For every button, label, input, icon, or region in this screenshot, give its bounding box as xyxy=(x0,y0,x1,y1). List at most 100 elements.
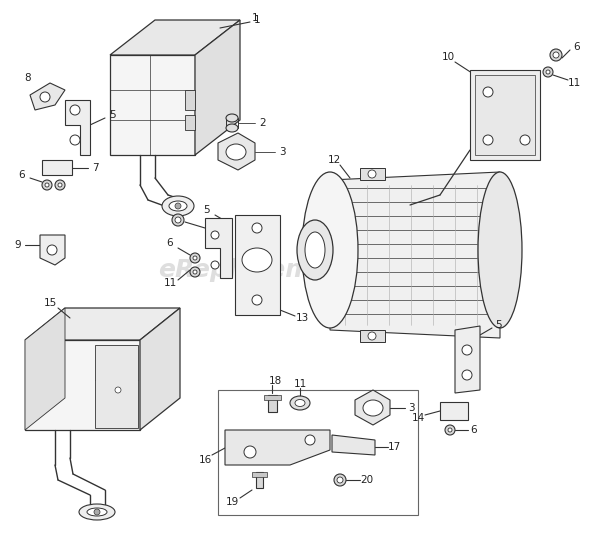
Text: 16: 16 xyxy=(198,455,212,465)
Polygon shape xyxy=(470,70,540,160)
Text: 20: 20 xyxy=(360,475,373,485)
Text: 8: 8 xyxy=(25,73,31,83)
Text: 14: 14 xyxy=(411,413,425,423)
Text: 5: 5 xyxy=(204,205,210,215)
Polygon shape xyxy=(30,83,65,110)
Circle shape xyxy=(553,52,559,58)
Text: 5: 5 xyxy=(109,110,115,120)
Circle shape xyxy=(70,105,80,115)
Text: 1: 1 xyxy=(252,13,258,23)
Text: 5: 5 xyxy=(494,320,501,330)
Circle shape xyxy=(252,223,262,233)
Ellipse shape xyxy=(226,124,238,132)
Polygon shape xyxy=(360,330,385,342)
Ellipse shape xyxy=(79,504,115,520)
Ellipse shape xyxy=(302,172,358,328)
Circle shape xyxy=(462,370,472,380)
Circle shape xyxy=(115,387,121,393)
Text: 6: 6 xyxy=(19,170,25,180)
Polygon shape xyxy=(185,115,195,130)
Text: 10: 10 xyxy=(441,52,454,62)
Bar xyxy=(218,390,418,515)
Text: 13: 13 xyxy=(296,313,309,323)
Ellipse shape xyxy=(226,114,238,122)
Circle shape xyxy=(543,67,553,77)
Polygon shape xyxy=(332,435,375,455)
Text: 3: 3 xyxy=(408,403,414,413)
Polygon shape xyxy=(25,308,180,340)
Circle shape xyxy=(483,87,493,97)
Polygon shape xyxy=(360,168,385,180)
Circle shape xyxy=(337,477,343,483)
Circle shape xyxy=(172,214,184,226)
Text: 12: 12 xyxy=(327,155,340,165)
Polygon shape xyxy=(110,20,240,55)
Ellipse shape xyxy=(87,508,107,516)
Text: 1: 1 xyxy=(254,15,260,25)
Polygon shape xyxy=(140,308,180,430)
Circle shape xyxy=(55,180,65,190)
Circle shape xyxy=(520,135,530,145)
Text: 11: 11 xyxy=(293,379,307,389)
Circle shape xyxy=(368,170,376,178)
Circle shape xyxy=(550,49,562,61)
Text: 3: 3 xyxy=(278,147,286,157)
Text: 6: 6 xyxy=(573,42,581,52)
Circle shape xyxy=(193,256,197,260)
Circle shape xyxy=(368,332,376,340)
Text: 19: 19 xyxy=(225,497,238,507)
Polygon shape xyxy=(25,308,65,430)
Polygon shape xyxy=(268,395,277,412)
Polygon shape xyxy=(195,20,240,155)
Text: 6: 6 xyxy=(167,238,173,248)
Text: 2: 2 xyxy=(260,118,266,128)
Polygon shape xyxy=(95,345,138,428)
Ellipse shape xyxy=(363,400,383,416)
Polygon shape xyxy=(110,55,195,155)
Text: 15: 15 xyxy=(44,298,57,308)
Circle shape xyxy=(42,180,52,190)
Text: 18: 18 xyxy=(268,376,281,386)
Polygon shape xyxy=(225,430,330,465)
Circle shape xyxy=(445,425,455,435)
Text: 7: 7 xyxy=(91,163,99,173)
Polygon shape xyxy=(40,235,65,265)
Circle shape xyxy=(45,183,49,187)
Circle shape xyxy=(334,474,346,486)
Ellipse shape xyxy=(226,144,246,160)
Polygon shape xyxy=(42,160,72,175)
Ellipse shape xyxy=(297,220,333,280)
Circle shape xyxy=(70,135,80,145)
Polygon shape xyxy=(252,472,267,477)
Circle shape xyxy=(546,70,550,74)
Ellipse shape xyxy=(305,232,325,268)
Circle shape xyxy=(190,253,200,263)
Text: eReplacementParts: eReplacementParts xyxy=(159,258,431,282)
Polygon shape xyxy=(440,402,468,420)
Polygon shape xyxy=(218,133,255,170)
Circle shape xyxy=(448,428,452,432)
Text: 11: 11 xyxy=(163,278,176,288)
Circle shape xyxy=(40,92,50,102)
Polygon shape xyxy=(65,100,90,155)
Ellipse shape xyxy=(295,400,305,407)
Polygon shape xyxy=(235,215,280,315)
Circle shape xyxy=(244,446,256,458)
Circle shape xyxy=(175,203,181,209)
Polygon shape xyxy=(205,218,232,278)
Circle shape xyxy=(94,509,100,515)
Text: 17: 17 xyxy=(388,442,401,452)
Circle shape xyxy=(58,183,62,187)
Ellipse shape xyxy=(478,172,522,328)
Polygon shape xyxy=(25,340,140,430)
Polygon shape xyxy=(256,472,263,488)
Ellipse shape xyxy=(242,248,272,272)
Text: 9: 9 xyxy=(15,240,21,250)
Text: 11: 11 xyxy=(568,78,581,88)
Polygon shape xyxy=(455,326,480,393)
Ellipse shape xyxy=(162,196,194,216)
Circle shape xyxy=(193,270,197,274)
Text: 6: 6 xyxy=(471,425,477,435)
Polygon shape xyxy=(264,395,281,400)
Circle shape xyxy=(190,267,200,277)
